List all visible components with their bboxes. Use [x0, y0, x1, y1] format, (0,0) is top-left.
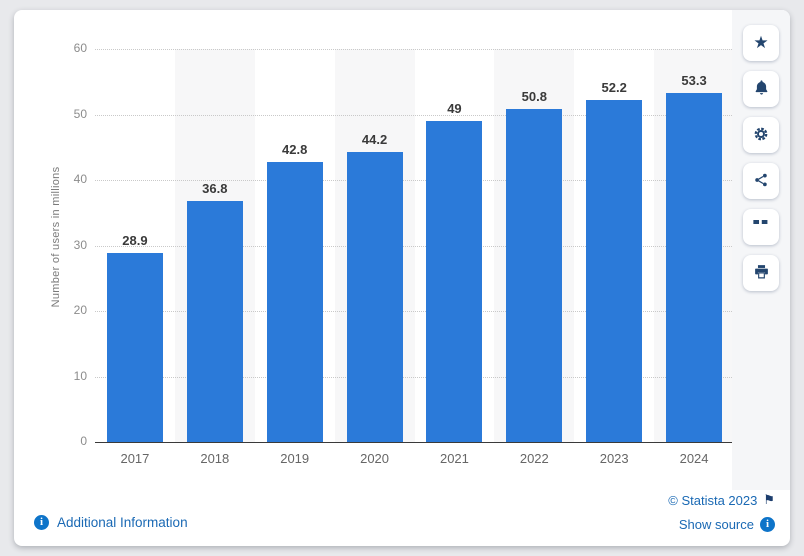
- quote-icon: “: [750, 220, 772, 235]
- bar-value-label: 49: [447, 101, 462, 116]
- bar-value-label: 52.2: [601, 80, 627, 95]
- share-button[interactable]: [743, 163, 779, 199]
- gear-icon: [752, 125, 770, 146]
- bar[interactable]: [426, 121, 483, 442]
- gridline: [95, 376, 734, 378]
- x-tick-label: 2022: [519, 451, 549, 466]
- statista-copyright-link[interactable]: © Statista 2023 ⚑: [668, 493, 775, 508]
- footer-source-block: © Statista 2023 ⚑ Show source i: [668, 493, 775, 532]
- bar[interactable]: [106, 253, 163, 442]
- gridline: [95, 311, 734, 312]
- y-tick-label: 0: [80, 434, 87, 448]
- gridline: [95, 180, 734, 181]
- cite-button[interactable]: “: [743, 209, 779, 245]
- y-tick-label: 60: [73, 41, 87, 55]
- y-tick-label: 30: [73, 237, 87, 252]
- bar-value-label: 42.8: [282, 142, 308, 157]
- gridline: [95, 114, 734, 116]
- x-tick-label: 2018: [200, 451, 230, 466]
- x-tick-label: 2023: [599, 451, 629, 466]
- favorite-button[interactable]: ★: [743, 25, 779, 61]
- show-source-link[interactable]: Show source i: [668, 517, 775, 532]
- show-source-label: Show source: [678, 517, 754, 532]
- gridline: [95, 245, 734, 247]
- x-tick-label: 2019: [280, 451, 310, 466]
- bar-value-label: 50.8: [521, 89, 547, 104]
- bar[interactable]: [186, 201, 243, 442]
- copyright-label: © Statista 2023: [668, 493, 758, 508]
- toolbar: ★: [732, 10, 790, 490]
- y-tick-label: 50: [73, 106, 87, 121]
- y-tick-label: 40: [73, 172, 87, 186]
- alert-button[interactable]: [743, 71, 779, 107]
- star-icon: ★: [753, 32, 769, 53]
- x-tick-label: 2021: [439, 451, 469, 466]
- bar[interactable]: [506, 109, 563, 442]
- chart-card: Number of users in millions 0 10 20 30 40 50 6…: [14, 10, 790, 546]
- x-tick-label: 2020: [360, 451, 390, 466]
- y-tick-label: 10: [73, 368, 87, 383]
- bar-value-label: 28.9: [122, 233, 148, 248]
- bell-icon: [753, 79, 770, 99]
- info-icon: i: [760, 517, 775, 532]
- bar-value-label: 53.3: [681, 73, 707, 88]
- info-icon: i: [34, 515, 49, 530]
- print-icon: [753, 263, 770, 283]
- settings-button[interactable]: [743, 117, 779, 153]
- bar[interactable]: [586, 100, 643, 442]
- share-icon: [753, 172, 769, 191]
- bar-value-label: 36.8: [202, 181, 228, 196]
- bar[interactable]: [666, 93, 723, 442]
- x-tick-label: 2017: [120, 451, 150, 466]
- additional-information-link[interactable]: i Additional Information: [34, 515, 188, 530]
- additional-information-label: Additional Information: [57, 515, 188, 530]
- bar[interactable]: [266, 162, 323, 442]
- x-tick-label: 2024: [679, 451, 709, 466]
- flag-icon: ⚑: [763, 493, 775, 508]
- print-button[interactable]: [743, 255, 779, 291]
- bar[interactable]: [346, 152, 403, 442]
- bar-value-label: 44.2: [361, 132, 388, 147]
- y-tick-label: 20: [73, 303, 87, 317]
- gridline: [95, 49, 734, 50]
- plot-area: Number of users in millions 0 10 20 30 40 50 6…: [50, 41, 734, 466]
